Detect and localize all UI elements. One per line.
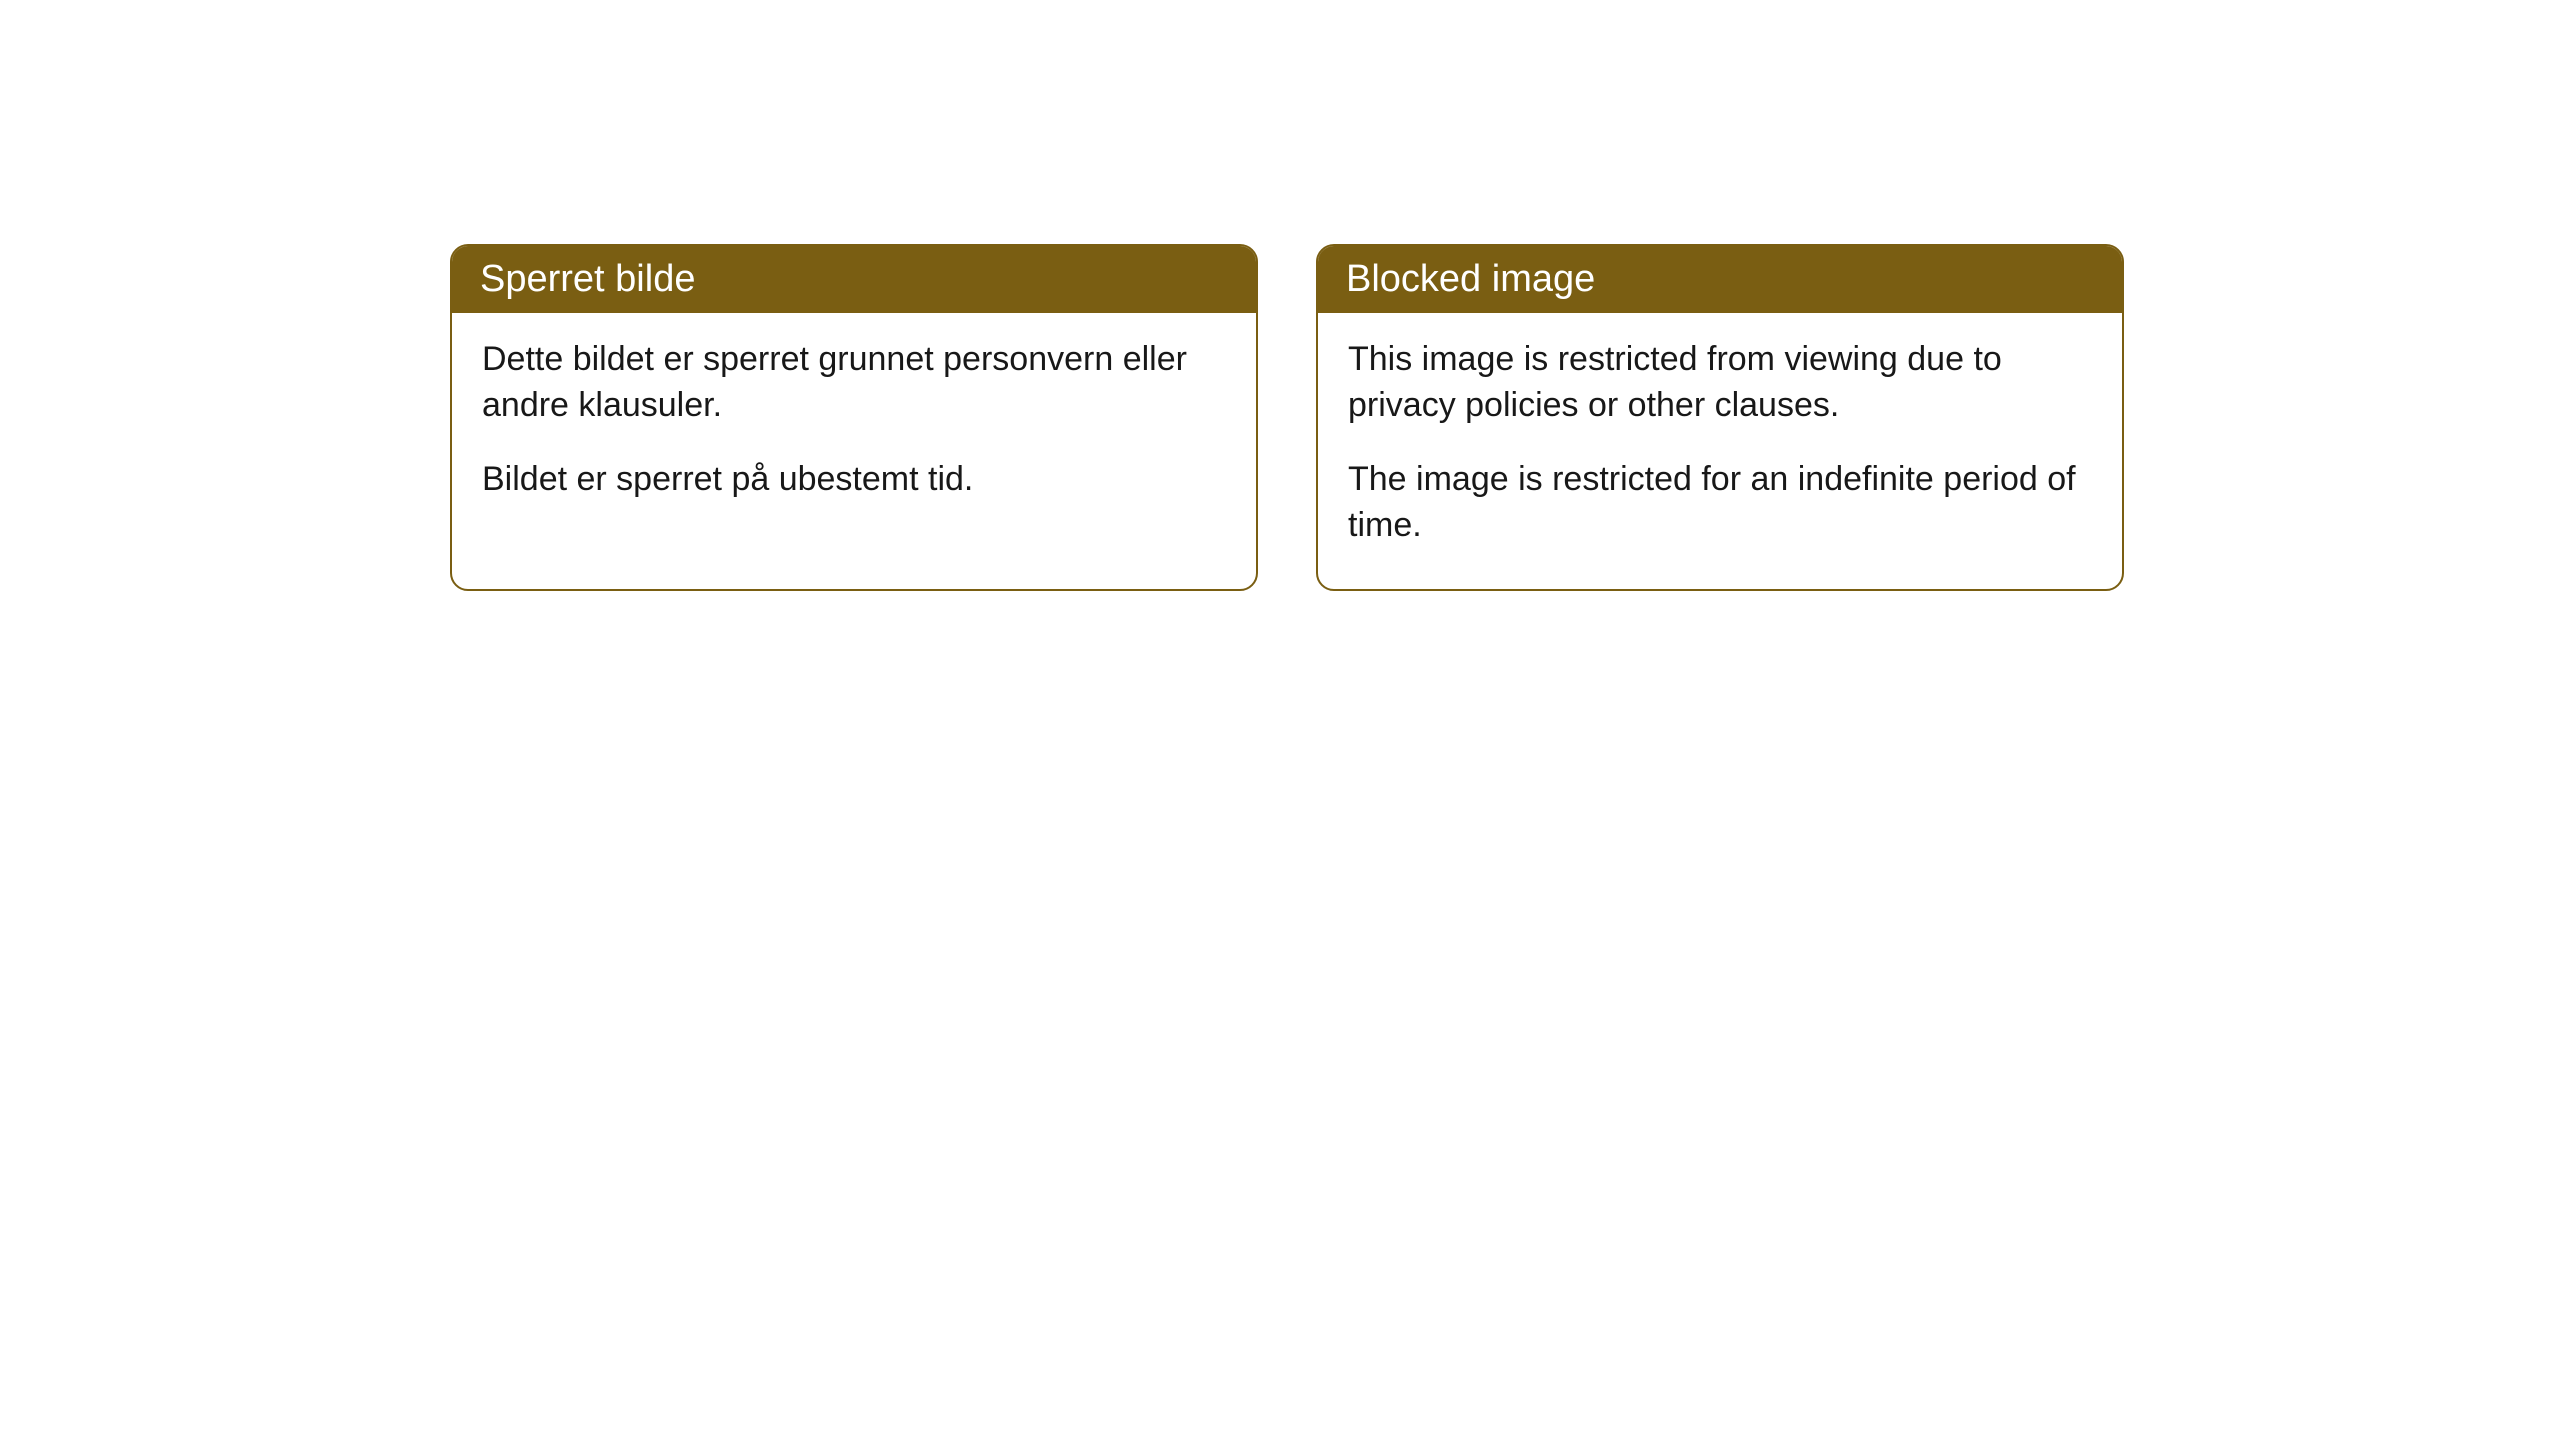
card-header-en: Blocked image xyxy=(1318,246,2122,313)
card-header-no: Sperret bilde xyxy=(452,246,1256,313)
card-body-no: Dette bildet er sperret grunnet personve… xyxy=(452,313,1256,543)
notice-cards-container: Sperret bilde Dette bildet er sperret gr… xyxy=(450,244,2124,591)
card-paragraph: The image is restricted for an indefinit… xyxy=(1348,457,2092,549)
blocked-image-card-en: Blocked image This image is restricted f… xyxy=(1316,244,2124,591)
card-paragraph: Bildet er sperret på ubestemt tid. xyxy=(482,457,1226,503)
card-paragraph: Dette bildet er sperret grunnet personve… xyxy=(482,337,1226,429)
blocked-image-card-no: Sperret bilde Dette bildet er sperret gr… xyxy=(450,244,1258,591)
card-paragraph: This image is restricted from viewing du… xyxy=(1348,337,2092,429)
card-body-en: This image is restricted from viewing du… xyxy=(1318,313,2122,589)
